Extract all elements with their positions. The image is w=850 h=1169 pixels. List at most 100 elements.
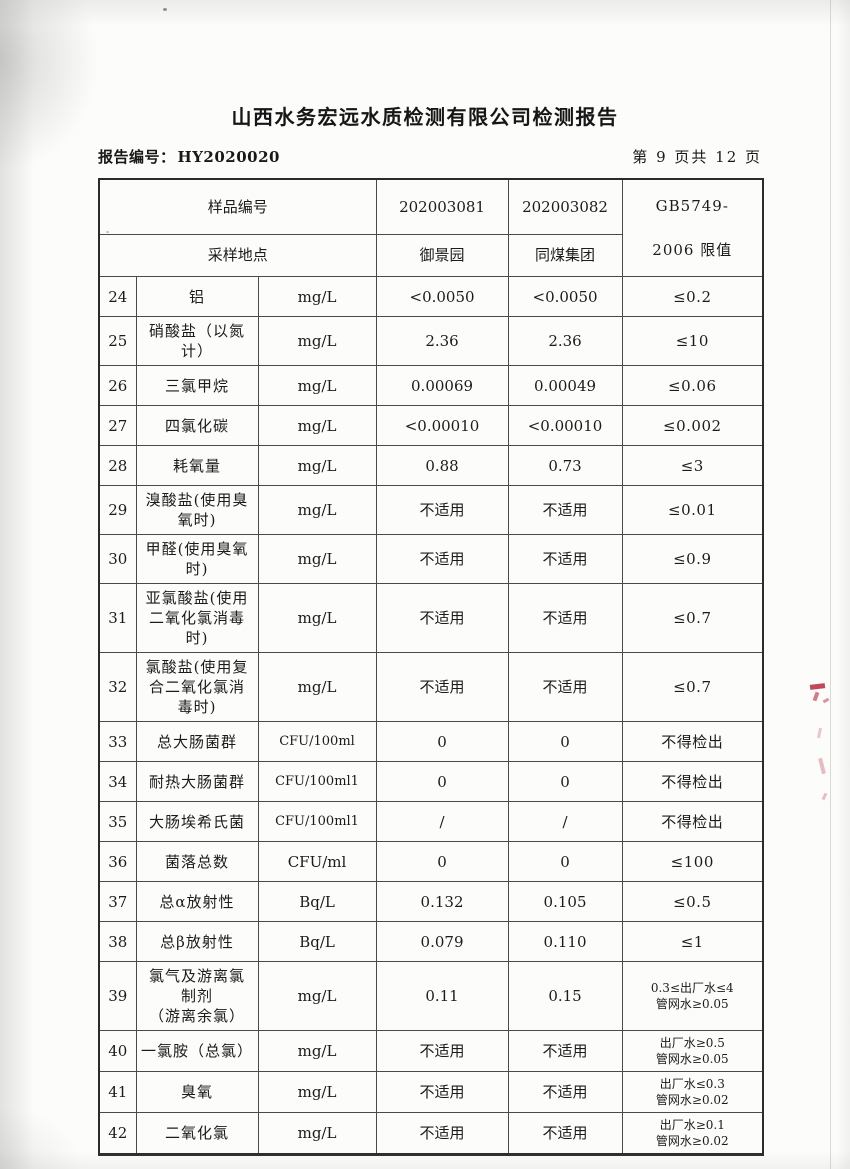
sample2-value-cell: 不适用 <box>507 583 623 653</box>
parameter-name-cell: 二氧化氯 <box>135 1112 259 1155</box>
sample2-value-cell: 0.110 <box>507 921 623 962</box>
row-number-cell: 42 <box>98 1112 137 1155</box>
row-number-cell: 38 <box>98 921 137 962</box>
table-row: 29 溴酸盐(使用臭 氧时) mg/L 不适用 不适用 ≤0.01 <box>98 485 764 535</box>
limit-cell: ≤0.002 <box>621 405 764 446</box>
scan-speck <box>106 231 109 233</box>
unit-cell: mg/L <box>257 1030 377 1072</box>
sample1-value-cell: 不适用 <box>375 1030 509 1072</box>
sample1-value-cell: 不适用 <box>375 1112 509 1155</box>
parameter-name-cell: 氯气及游离氯 制剂 （游离余氯） <box>135 961 259 1031</box>
unit-cell: mg/L <box>257 445 377 486</box>
table-row: 38 总β放射性 Bq/L 0.079 0.110 ≤1 <box>98 921 764 962</box>
header-row-sample-location: 采样地点 御景园 同煤集团 <box>98 233 763 278</box>
red-ink-mark <box>809 683 826 690</box>
table-row: 39 氯气及游离氯 制剂 （游离余氯） mg/L 0.11 0.15 0.3≤出… <box>98 961 764 1031</box>
sample2-value-cell: 0.00049 <box>507 365 623 406</box>
sample1-value-cell: 0.132 <box>375 881 509 922</box>
table-row: 40 一氯胺（总氯） mg/L 不适用 不适用 出厂水≥0.5 管网水≥0.05 <box>98 1030 764 1072</box>
sample1-value-cell: 不适用 <box>375 485 509 535</box>
row-number-cell: 29 <box>98 485 137 535</box>
row-number-cell: 34 <box>98 761 137 802</box>
limit-cell: 不得检出 <box>621 721 764 762</box>
sample2-value-cell: 不适用 <box>507 1112 623 1155</box>
scan-speck <box>163 8 167 11</box>
parameter-name-cell: 溴酸盐(使用臭 氧时) <box>135 485 259 535</box>
unit-cell: mg/L <box>257 1071 377 1113</box>
sample2-location-cell: 同煤集团 <box>507 233 623 278</box>
report-number-label: 报告编号： <box>98 148 176 166</box>
table-row: 42 二氧化氯 mg/L 不适用 不适用 出厂水≥0.1 管网水≥0.02 <box>98 1112 764 1155</box>
unit-cell: mg/L <box>257 405 377 446</box>
row-number-cell: 39 <box>98 961 137 1031</box>
unit-cell: Bq/L <box>257 921 377 962</box>
sample2-value-cell: <0.00010 <box>507 405 623 446</box>
sample1-value-cell: 不适用 <box>375 534 509 584</box>
row-number-cell: 37 <box>98 881 137 922</box>
limit-cell: ≤10 <box>621 316 764 366</box>
parameter-name-cell: 一氯胺（总氯） <box>135 1030 259 1072</box>
row-number-cell: 31 <box>98 583 137 653</box>
sample1-value-cell: 不适用 <box>375 652 509 722</box>
unit-cell: mg/L <box>257 1112 377 1155</box>
results-body: 24 铝 mg/L <0.0050 <0.0050 ≤0.2 25 硝酸盐（以氮… <box>98 276 764 1155</box>
row-number-cell: 35 <box>98 801 137 842</box>
limit-cell: ≤1 <box>621 921 764 962</box>
header-row-sample-no: 样品编号 202003081 202003082 GB5749- 2006 限值 <box>98 178 764 277</box>
sample1-no-cell: 202003081 <box>375 178 509 235</box>
parameter-name-cell: 铝 <box>135 276 259 317</box>
parameter-name-cell: 硝酸盐（以氮 计） <box>135 316 259 366</box>
unit-cell: mg/L <box>257 534 377 584</box>
limit-cell: 0.3≤出厂水≤4 管网水≥0.05 <box>621 961 764 1031</box>
row-number-cell: 25 <box>98 316 137 366</box>
table-row: 31 亚氯酸盐(使用 二氧化氯消毒 时) mg/L 不适用 不适用 ≤0.7 <box>98 583 764 653</box>
table-row: 35 大肠埃希氏菌 CFU/100ml1 / / 不得检出 <box>98 801 764 842</box>
limit-standard-header-cell: GB5749- 2006 限值 <box>621 178 764 277</box>
unit-cell: mg/L <box>257 583 377 653</box>
sample2-value-cell: <0.0050 <box>507 276 623 317</box>
row-number-cell: 36 <box>98 841 137 882</box>
table-row: 33 总大肠菌群 CFU/100ml 0 0 不得检出 <box>98 721 764 762</box>
limit-cell: ≤0.7 <box>621 652 764 722</box>
parameter-name-cell: 耗氧量 <box>135 445 259 486</box>
row-number-cell: 33 <box>98 721 137 762</box>
table-row: 36 菌落总数 CFU/ml 0 0 ≤100 <box>98 841 764 882</box>
sample1-value-cell: / <box>375 801 509 842</box>
parameter-name-cell: 臭氧 <box>135 1071 259 1113</box>
row-number-cell: 40 <box>98 1030 137 1072</box>
report-number-value: HY2020020 <box>177 148 280 166</box>
unit-cell: mg/L <box>257 276 377 317</box>
meta-row: 报告编号： HY2020020 第 9 页共 12 页 <box>98 146 762 170</box>
sample-no-label-cell: 样品编号 <box>98 178 377 235</box>
row-number-cell: 41 <box>98 1071 137 1113</box>
page-title: 山西水务宏远水质检测有限公司检测报告 <box>231 105 619 129</box>
limit-cell: ≤0.06 <box>621 365 764 406</box>
limit-standard-line1: GB5749- <box>655 197 729 215</box>
sample1-value-cell: 0.88 <box>375 445 509 486</box>
sample1-value-cell: 0 <box>375 721 509 762</box>
table-row: 27 四氯化碳 mg/L <0.00010 <0.00010 ≤0.002 <box>98 405 764 446</box>
table-row: 24 铝 mg/L <0.0050 <0.0050 ≤0.2 <box>98 276 764 317</box>
row-number-cell: 24 <box>98 276 137 317</box>
limit-standard-line2: 2006 限值 <box>652 241 733 259</box>
sample1-value-cell: 0.079 <box>375 921 509 962</box>
parameter-name-cell: 氯酸盐(使用复 合二氧化氯消 毒时) <box>135 652 259 722</box>
report-number: 报告编号： HY2020020 <box>98 146 280 167</box>
row-number-cell: 32 <box>98 652 137 722</box>
sample-location-label-cell: 采样地点 <box>98 233 377 278</box>
sample2-no-cell: 202003082 <box>507 178 623 235</box>
unit-cell: mg/L <box>257 485 377 535</box>
sample1-value-cell: 0.00069 <box>375 365 509 406</box>
sample2-value-cell: / <box>507 801 623 842</box>
table-row: 30 甲醛(使用臭氧 时) mg/L 不适用 不适用 ≤0.9 <box>98 534 764 584</box>
sample1-value-cell: 2.36 <box>375 316 509 366</box>
sample1-value-cell: <0.0050 <box>375 276 509 317</box>
parameter-name-cell: 四氯化碳 <box>135 405 259 446</box>
unit-cell: Bq/L <box>257 881 377 922</box>
sample2-value-cell: 0 <box>507 721 623 762</box>
table-row: 26 三氯甲烷 mg/L 0.00069 0.00049 ≤0.06 <box>98 365 764 406</box>
row-number-cell: 30 <box>98 534 137 584</box>
parameter-name-cell: 总α放射性 <box>135 881 259 922</box>
unit-cell: CFU/100ml1 <box>257 761 377 802</box>
